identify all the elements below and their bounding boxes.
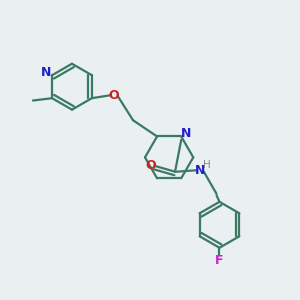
Text: N: N bbox=[40, 66, 51, 80]
Text: H: H bbox=[203, 160, 211, 170]
Text: O: O bbox=[145, 159, 156, 172]
Text: F: F bbox=[215, 254, 224, 267]
Text: O: O bbox=[109, 89, 119, 102]
Text: N: N bbox=[195, 164, 206, 177]
Text: N: N bbox=[181, 127, 192, 140]
